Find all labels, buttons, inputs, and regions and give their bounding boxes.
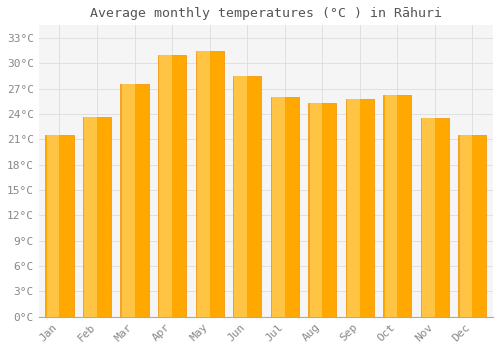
Bar [84, 117, 97, 317]
Bar [460, 135, 472, 317]
Bar [196, 51, 224, 317]
Bar [383, 94, 412, 317]
Bar [83, 117, 111, 317]
Bar [346, 99, 374, 317]
Bar [120, 84, 148, 317]
Bar [310, 103, 322, 317]
Bar [458, 135, 486, 317]
Bar [308, 103, 336, 317]
Bar [160, 55, 172, 317]
Bar [384, 94, 398, 317]
Bar [347, 99, 360, 317]
Bar [197, 51, 209, 317]
Bar [422, 118, 435, 317]
Bar [158, 55, 186, 317]
Bar [270, 97, 299, 317]
Bar [234, 76, 247, 317]
Bar [233, 76, 261, 317]
Title: Average monthly temperatures (°C ) in Rāhuri: Average monthly temperatures (°C ) in Rā… [90, 7, 442, 20]
Bar [272, 97, 284, 317]
Bar [421, 118, 449, 317]
Bar [122, 84, 134, 317]
Bar [46, 135, 74, 317]
Bar [47, 135, 60, 317]
